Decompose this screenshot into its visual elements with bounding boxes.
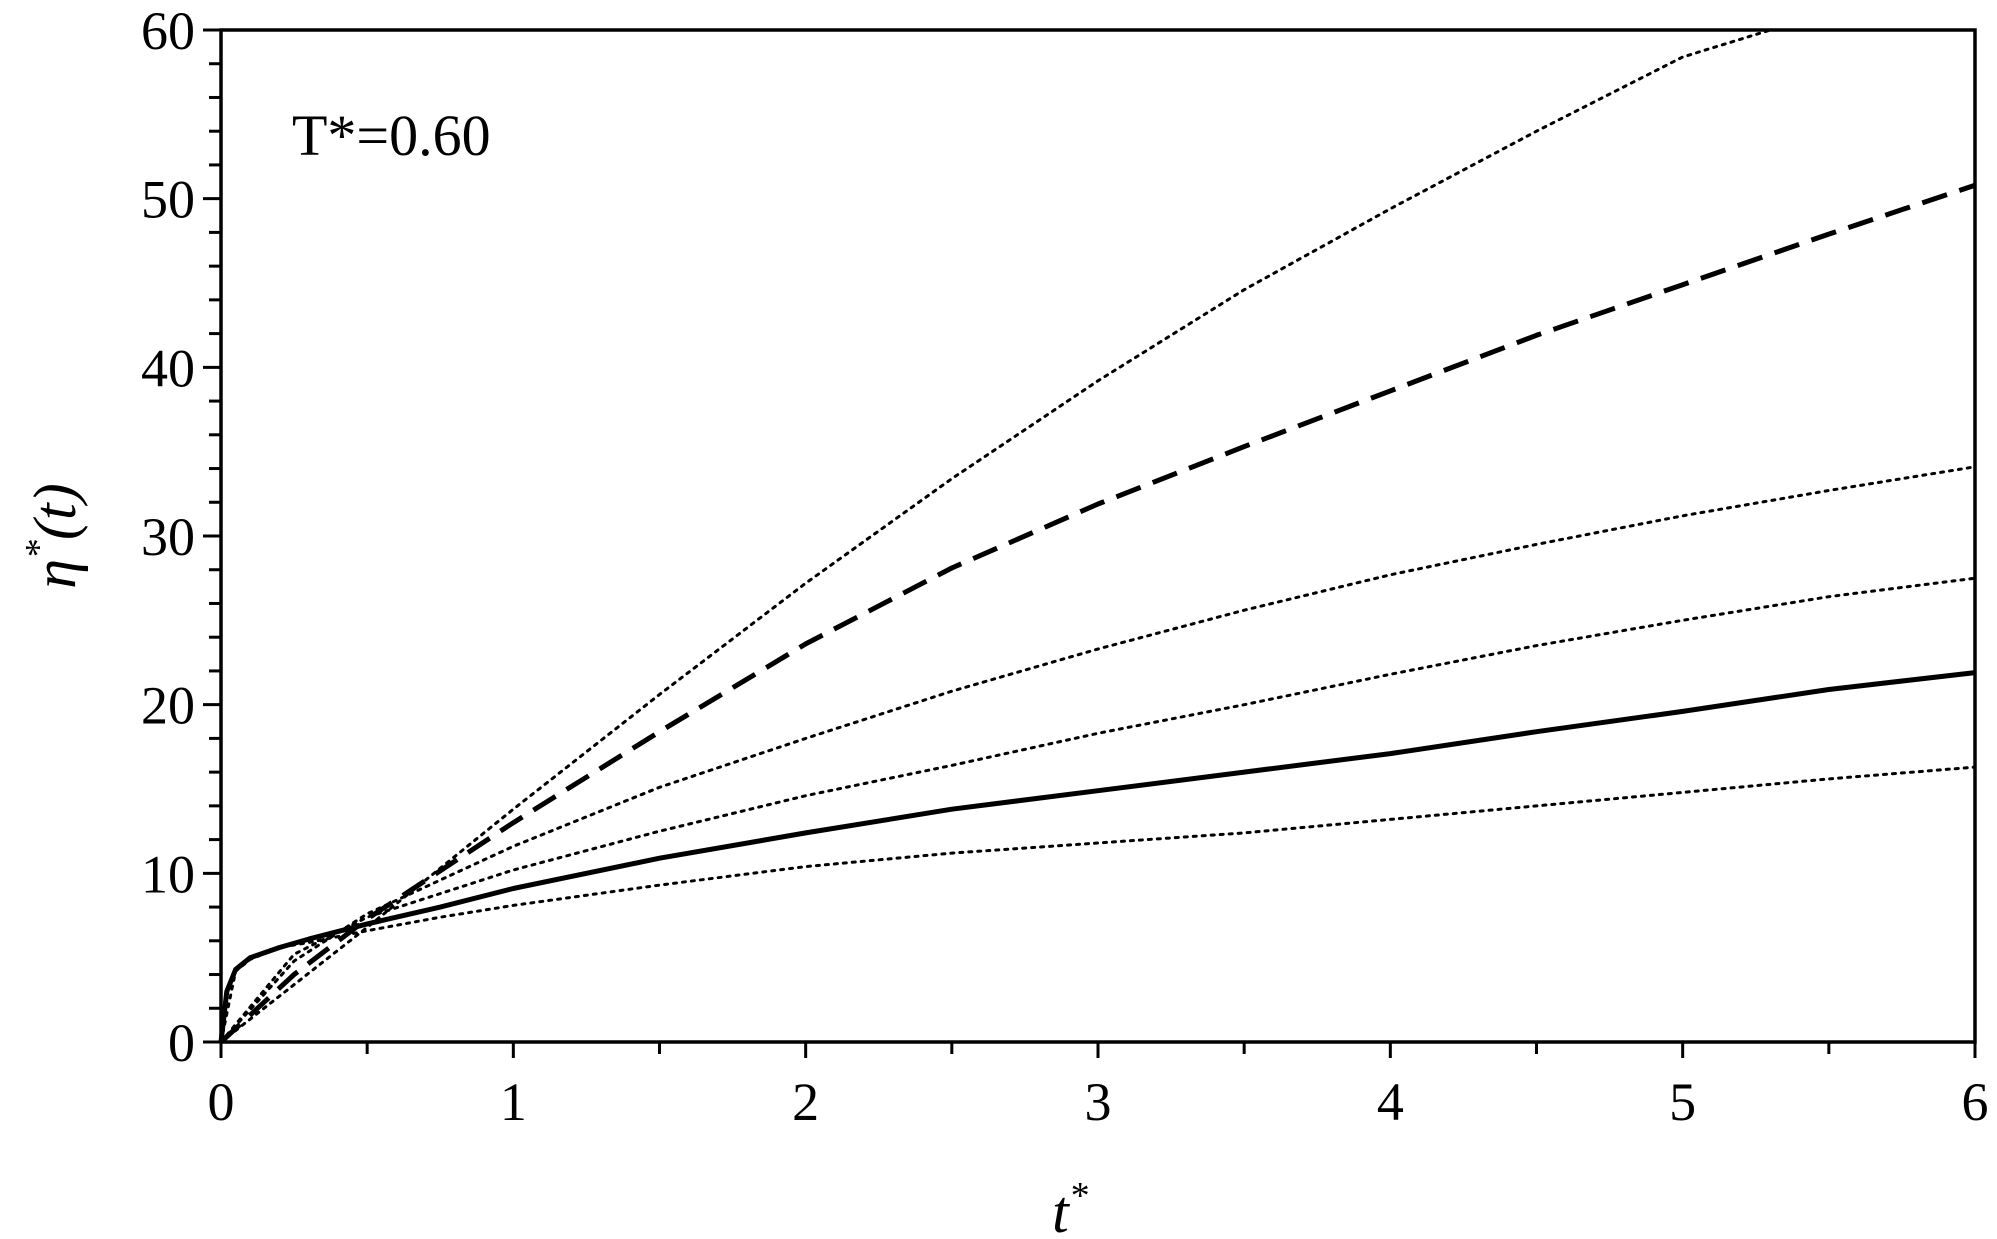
- chart-annotation: T*=0.60: [292, 103, 491, 168]
- y-tick-label: 60: [141, 1, 195, 61]
- x-tick-label: 4: [1377, 1072, 1404, 1132]
- x-tick-label: 0: [208, 1072, 235, 1132]
- y-axis-title: η*(t): [18, 483, 88, 588]
- y-tick-label: 10: [141, 844, 195, 904]
- x-axis-title: t*: [1052, 1175, 1088, 1239]
- x-tick-label: 5: [1669, 1072, 1696, 1132]
- series-line-2: [219, 182, 1976, 1044]
- x-axis-ticks: 0 1 2 3 4 5 6: [208, 1042, 1989, 1132]
- series-layer: [218, 28, 1977, 1044]
- series-line-3: [219, 465, 1977, 1044]
- series-line-1: [219, 28, 1772, 1044]
- x-tick-label: 2: [792, 1072, 819, 1132]
- series-line-6: [219, 765, 1977, 1044]
- y-axis-ticks: 0 10 20 30 40 50 60: [141, 1, 221, 1073]
- x-tick-label: 1: [500, 1072, 527, 1132]
- series-line-4: [219, 576, 1977, 1044]
- x-tick-label: 6: [1962, 1072, 1989, 1132]
- y-tick-label: 0: [168, 1013, 195, 1073]
- y-tick-label: 20: [141, 676, 195, 736]
- series-line-5: [218, 670, 1976, 1043]
- y-tick-label: 40: [141, 338, 195, 398]
- plot-area: [219, 28, 1977, 1044]
- y-tick-label: 30: [141, 507, 195, 567]
- x-tick-label: 3: [1085, 1072, 1112, 1132]
- y-tick-label: 50: [141, 170, 195, 230]
